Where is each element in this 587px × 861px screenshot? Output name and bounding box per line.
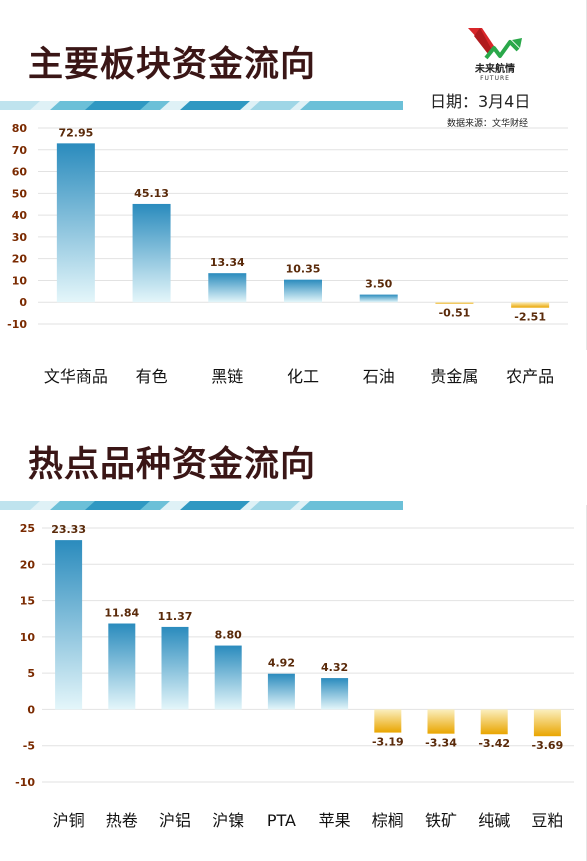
section-title-hot-products: 热点品种资金流向 — [28, 445, 317, 485]
y-tick-label: -5 — [23, 740, 35, 753]
bar-沪镍 — [214, 645, 242, 710]
y-tick-label: 30 — [12, 231, 28, 244]
y-tick-label: 50 — [12, 187, 28, 200]
y-tick-label: 40 — [12, 209, 28, 222]
y-tick-label: 0 — [19, 296, 27, 309]
category-label: 棕榈 — [372, 811, 404, 830]
y-tick-label: -10 — [15, 776, 35, 789]
bar-沪铜 — [55, 540, 83, 710]
bar-热卷 — [108, 623, 136, 710]
y-tick-label: -10 — [7, 318, 27, 331]
y-tick-label: 60 — [12, 166, 28, 179]
y-tick-label: 0 — [27, 703, 35, 716]
value-label: 23.33 — [51, 523, 86, 536]
value-label: 4.92 — [268, 657, 295, 670]
value-label: 8.80 — [215, 629, 242, 642]
value-label: 3.50 — [365, 278, 392, 291]
value-label: -3.42 — [478, 737, 510, 750]
y-tick-label: 25 — [20, 522, 35, 535]
category-label: 沪铜 — [53, 811, 85, 830]
title-underline-stripe-2 — [0, 501, 403, 510]
data-source: 数据来源：文华财经 — [447, 119, 529, 129]
category-label: 热卷 — [106, 811, 138, 830]
value-label: -3.69 — [532, 739, 564, 752]
hot-product-flow-chart: -10 -5 0 5 10 15 20 25 23.33 沪铜 11.84 热卷 11.37 沪铝 8.80… — [15, 522, 574, 830]
bar-有色 — [132, 203, 171, 303]
bar-苹果 — [321, 678, 349, 710]
value-label: 11.84 — [104, 607, 139, 620]
bar-铁矿 — [427, 709, 455, 734]
value-label: -3.19 — [372, 736, 404, 749]
y-tick-label: 20 — [12, 253, 28, 266]
y-tick-label: 15 — [20, 595, 35, 608]
category-label: 苹果 — [319, 811, 351, 830]
category-label: 豆粕 — [531, 811, 563, 830]
section-title-sectors: 主要板块资金流向 — [28, 45, 317, 85]
logo-text: 未来航情 — [475, 64, 515, 75]
future-logo — [468, 28, 522, 60]
category-label: 石油 — [363, 367, 395, 386]
category-label: PTA — [267, 811, 296, 830]
bar-纯碱 — [480, 709, 508, 735]
category-label: 有色 — [136, 367, 168, 386]
category-label: 黑链 — [211, 367, 243, 386]
y-tick-label: 20 — [20, 558, 36, 571]
y-tick-label: 10 — [20, 631, 36, 644]
bar-沪铝 — [161, 626, 189, 710]
bar-农产品 — [511, 302, 550, 308]
value-label: -2.51 — [514, 311, 546, 324]
bar-化工 — [284, 279, 322, 303]
category-label: 沪铝 — [159, 811, 191, 830]
report-date: 日期：3月4日 — [430, 92, 531, 111]
category-label: 化工 — [287, 367, 319, 386]
value-label: 10.35 — [286, 263, 321, 276]
category-label: 贵金属 — [430, 367, 478, 386]
value-label: 72.95 — [58, 126, 93, 139]
value-label: 4.32 — [321, 661, 348, 674]
bar-PTA — [267, 673, 295, 710]
value-label: -3.34 — [425, 737, 457, 750]
y-tick-label: 5 — [27, 667, 35, 680]
y-tick-label: 80 — [12, 122, 28, 135]
y-tick-label: 70 — [12, 144, 28, 157]
title-underline-stripe — [0, 101, 403, 110]
value-label: 11.37 — [158, 610, 193, 623]
category-label: 沪镍 — [212, 811, 244, 830]
bar-豆粕 — [533, 709, 561, 737]
logo-subtext: FUTURE — [480, 75, 510, 82]
category-label: 农产品 — [506, 367, 554, 386]
value-label: -0.51 — [439, 307, 471, 320]
value-label: 45.13 — [134, 187, 169, 200]
sector-flow-chart: -10 0 10 20 30 40 50 60 70 80 72.95 文华商品 45.13 有色 13.3… — [7, 122, 568, 386]
value-label: 13.34 — [210, 256, 245, 269]
category-label: 纯碱 — [478, 811, 510, 830]
bar-黑链 — [208, 273, 247, 303]
bar-石油 — [359, 294, 398, 303]
bar-贵金属 — [435, 302, 474, 304]
bar-文华商品 — [56, 143, 95, 303]
bar-棕榈 — [374, 709, 402, 733]
category-label: 铁矿 — [425, 811, 457, 830]
y-tick-label: 10 — [12, 274, 28, 287]
category-label: 文华商品 — [44, 367, 108, 386]
